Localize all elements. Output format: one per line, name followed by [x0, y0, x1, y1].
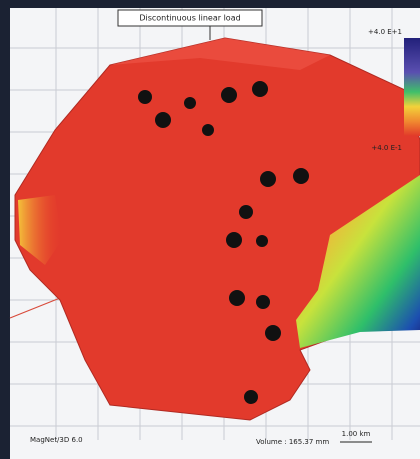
footer-software: MagNet/3D 6.0 — [30, 436, 83, 444]
colorbar-bottom-label: +4.0 E-1 — [371, 144, 402, 152]
footer-scale: 1.00 km — [342, 430, 371, 438]
colorbar — [404, 38, 420, 136]
screenshot: Discontinuous linear load +4.0 E+1 +4.0 … — [0, 0, 420, 459]
footer-volume: Volume : 165.37 mm — [256, 438, 329, 446]
colorbar-top-label: +4.0 E+1 — [368, 28, 402, 36]
title: Discontinuous linear load — [139, 14, 240, 23]
